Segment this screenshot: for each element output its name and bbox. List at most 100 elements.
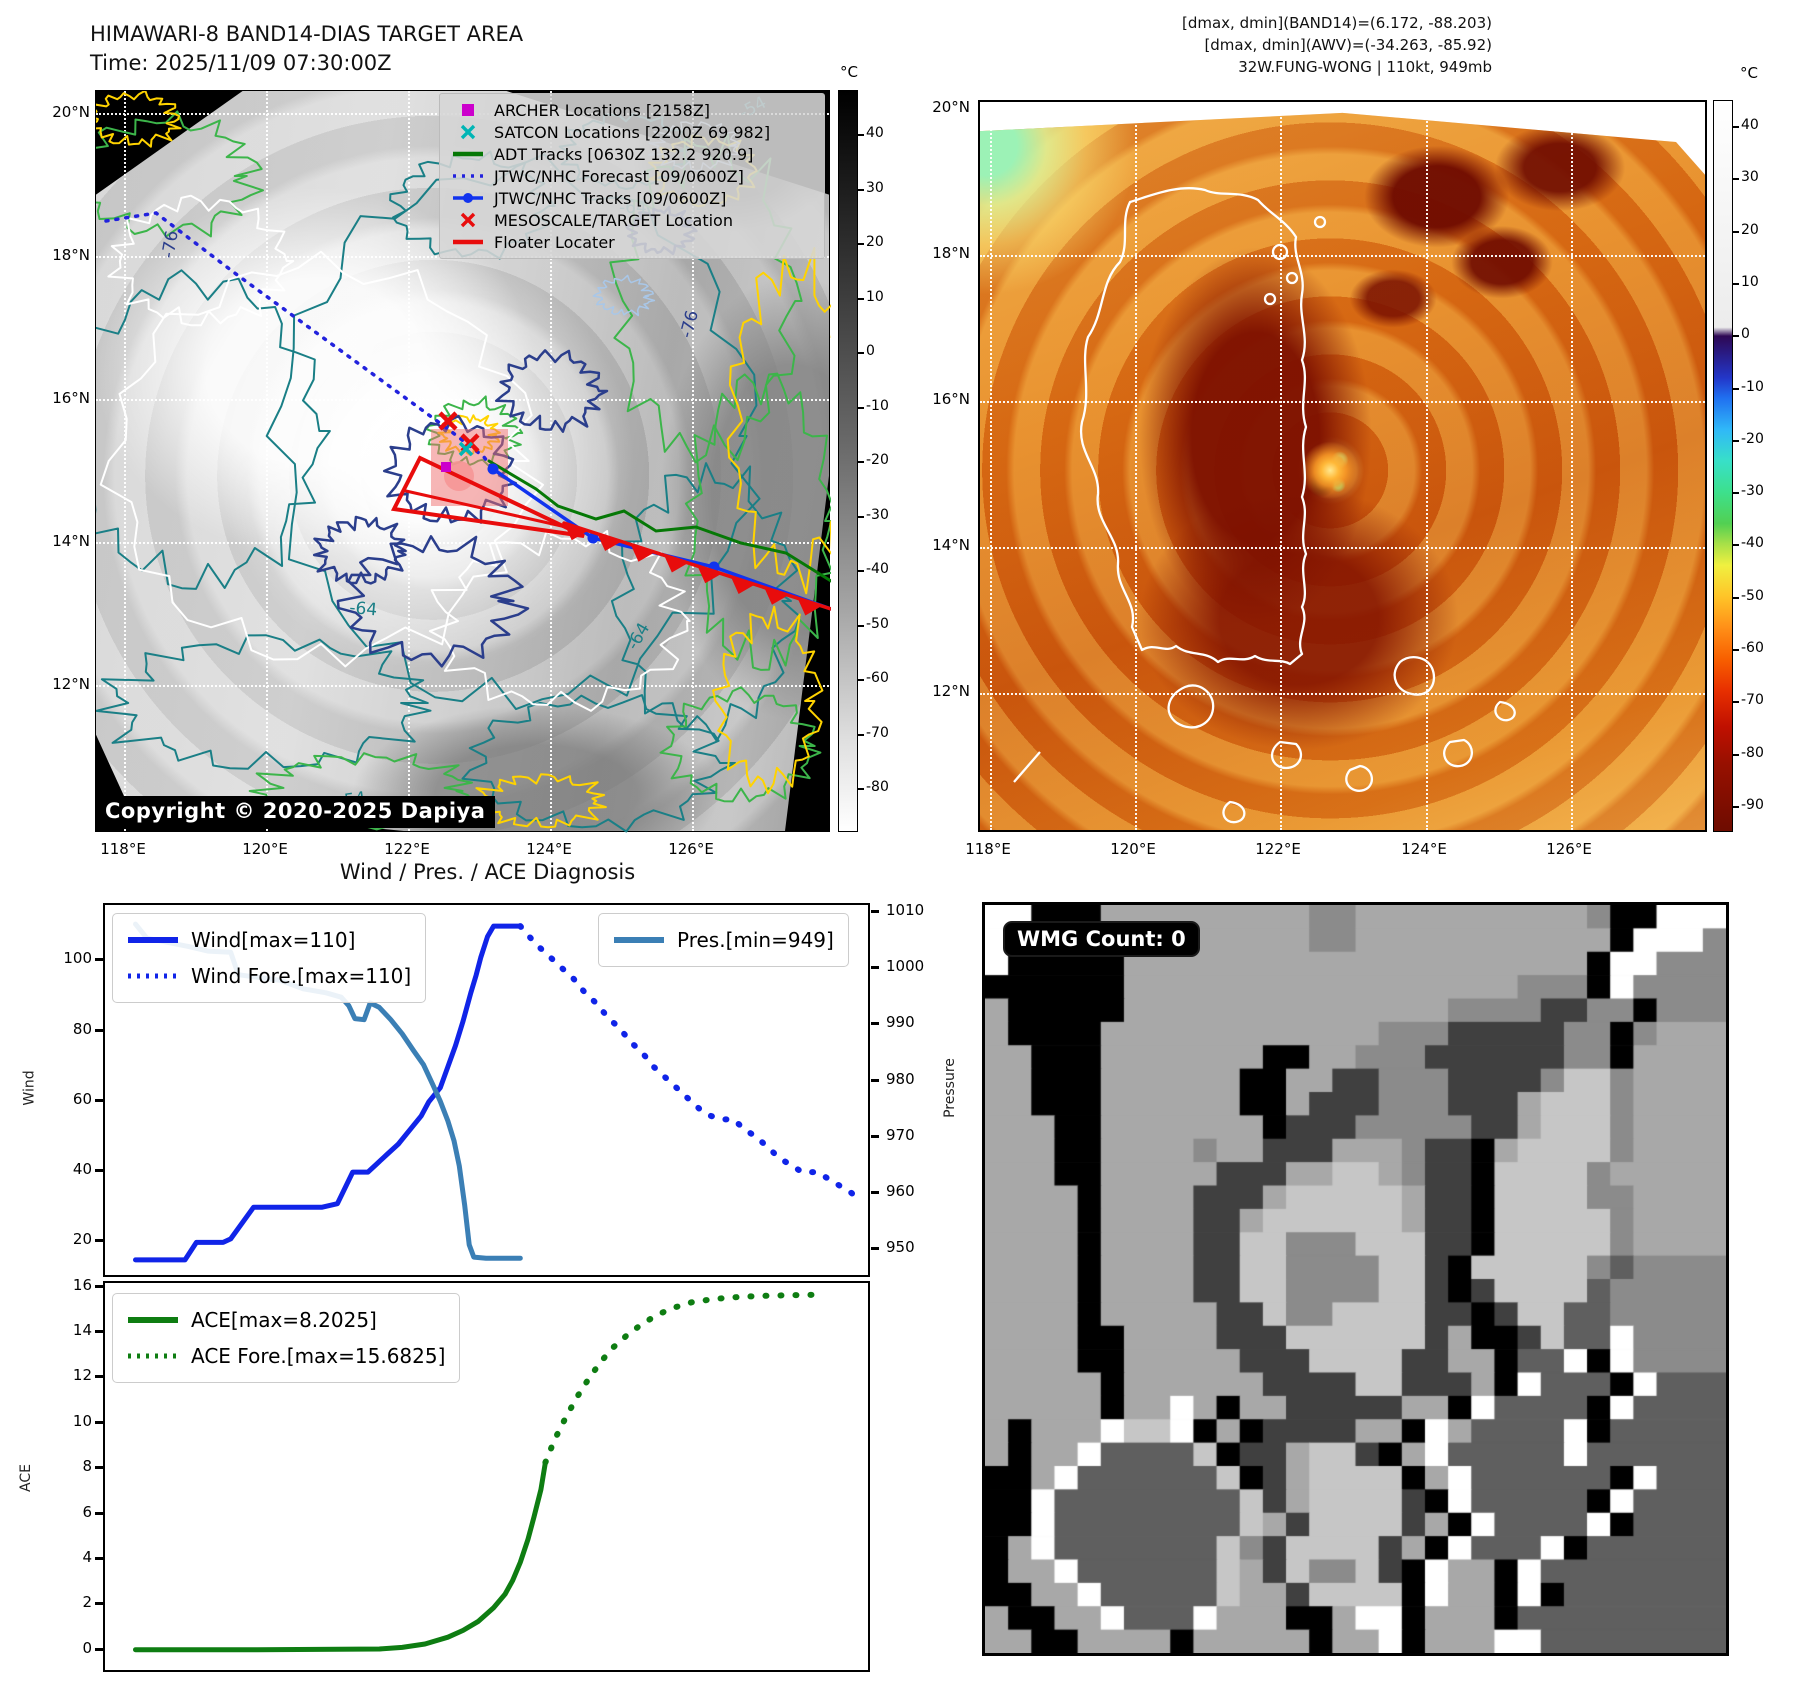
contour-line [610, 462, 801, 742]
dotted-icon [448, 168, 488, 184]
colorbar-tick [858, 406, 864, 409]
map-legend: ARCHER Locations [2158Z] SATCON Locations… [439, 93, 825, 259]
colorbar-tick-label: -40 [1741, 535, 1764, 552]
chart-legend-item: Wind Fore.[max=110] [127, 958, 411, 994]
grid-v [1280, 102, 1282, 830]
chart-legend-item: Wind[max=110] [127, 922, 411, 958]
grid-h [980, 255, 1705, 257]
contour-line [99, 250, 544, 668]
tick-label: 8 [82, 1457, 92, 1476]
colorbar-tick [858, 570, 864, 572]
colorbar-tick [1733, 439, 1739, 442]
contour-line [712, 605, 824, 795]
colorbar-tick [1733, 753, 1739, 756]
palawan-coastline [1013, 751, 1041, 783]
lon-label: 120°E [242, 840, 288, 858]
tick-label: 950 [886, 1238, 915, 1257]
panay-coastline [1270, 740, 1303, 770]
colorbar-tick [858, 679, 864, 681]
left-colorbar-unit: °C [840, 63, 858, 81]
lon-label: 118°E [965, 840, 1011, 858]
jtwc-track-marker [587, 532, 599, 544]
grid-h [96, 542, 829, 544]
colorbar-tick-label: -30 [866, 506, 889, 523]
series-wind-fore-max-110- [517, 923, 864, 1207]
grid-h [980, 401, 1705, 403]
colorbar-tick [858, 134, 864, 136]
colorbar-tick-label: -20 [866, 452, 889, 468]
contour-line [336, 535, 530, 668]
colorbar-tick-label: -50 [1741, 587, 1764, 604]
ace-plot [133, 1291, 817, 1653]
cebu-coastline [1443, 738, 1473, 768]
tick-label: 4 [82, 1548, 92, 1566]
copyright-badge: Copyright © 2020-2025 Dapiya [99, 796, 496, 828]
contour-line [96, 269, 331, 590]
tick-label: 960 [886, 1182, 915, 1201]
legend-item-label: ADT Tracks [0630Z 132.2 920.9] [494, 144, 754, 164]
awv-satellite-image [980, 112, 1705, 830]
series-ace-max-8-2025- [133, 1459, 548, 1653]
legend-item: MESOSCALE/TARGET Location [448, 209, 816, 231]
tick-mark [95, 1375, 103, 1379]
colorbar-tick-label: 20 [1741, 221, 1759, 238]
ace-axis-label: ACE [17, 1464, 34, 1492]
legend-item: SATCON Locations [2200Z 69 982] [448, 121, 816, 143]
square-icon [448, 102, 488, 118]
lon-label: 124°E [1401, 840, 1447, 858]
chart-legend-item: ACE Fore.[max=15.6825] [127, 1338, 445, 1374]
legend-item: ARCHER Locations [2158Z] [448, 99, 816, 121]
lon-label: 124°E [526, 840, 572, 858]
tick-label: 60 [72, 1089, 92, 1108]
tick-label: 980 [886, 1069, 915, 1088]
legend-item-label: JTWC/NHC Tracks [09/0600Z] [494, 188, 727, 208]
tick-mark [871, 1247, 879, 1251]
tick-mark [95, 1239, 103, 1243]
legend-item-label: MESOSCALE/TARGET Location [494, 210, 733, 230]
awv-map-panel [978, 100, 1707, 832]
contour-line [312, 515, 407, 585]
legend-item-label: ARCHER Locations [2158Z] [494, 100, 711, 120]
colorbar-tick [858, 624, 864, 627]
islet [1313, 215, 1327, 229]
tick-mark [95, 958, 103, 962]
colorbar-tick [1733, 492, 1739, 495]
floater-flag [797, 598, 822, 616]
legend-item-label: JTWC/NHC Forecast [09/0600Z] [494, 166, 744, 186]
tick-label: 40 [72, 1160, 92, 1179]
colorbar-tick [1733, 178, 1739, 181]
islet [1285, 271, 1299, 285]
wmg-count-badge: WMG Count: 0 [1003, 921, 1200, 957]
colorbar-tick-label: 0 [866, 343, 875, 359]
right-map-gridlines [980, 102, 1705, 830]
grid-v [1426, 102, 1428, 830]
grid-v [266, 91, 268, 831]
contour-line [428, 530, 691, 712]
floater-triangle [390, 455, 585, 538]
colorbar-tick [1733, 387, 1739, 390]
grid-v [408, 91, 410, 831]
line-icon [127, 1312, 179, 1328]
contour-line [726, 247, 831, 595]
colorbar-tick-label: 10 [866, 288, 884, 305]
pressure-axis-label: Pressure [941, 1058, 958, 1118]
wmg-panel: WMG Count: 0 [982, 902, 1729, 1656]
right-colorbar-unit: °C [1740, 64, 1758, 82]
series-ace-fore-max-15-6825- [542, 1291, 817, 1466]
colorbar-tick-label: -60 [866, 670, 889, 686]
colorbar-tick [858, 515, 864, 518]
mesoscale-target-x [438, 411, 458, 431]
archer-square [441, 462, 451, 472]
colorbar-tick [858, 788, 864, 790]
pressure-legend: Pres.[min=949] [598, 913, 849, 967]
title-line1: HIMAWARI-8 BAND14-DIAS TARGET AREA [90, 22, 524, 46]
grid-v [124, 91, 126, 831]
contour-label: -76 [158, 229, 183, 260]
ace-legend: ACE[max=8.2025] ACE Fore.[max=15.6825] [112, 1293, 461, 1383]
contour-label: -76 [677, 308, 704, 340]
line-icon [613, 932, 665, 948]
x-icon [448, 212, 488, 228]
chart-legend-label: ACE Fore.[max=15.6825] [191, 1344, 446, 1368]
lon-label: 122°E [384, 840, 430, 858]
tick-mark [95, 1647, 103, 1651]
